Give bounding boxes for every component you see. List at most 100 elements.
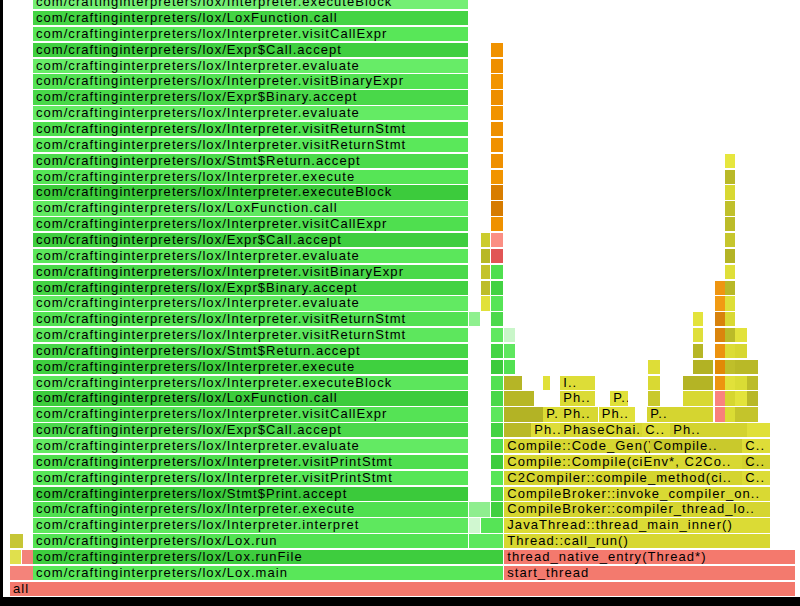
frame[interactable] <box>725 249 734 263</box>
frame[interactable]: com/craftinginterpreters/lox/Expr$Call.a… <box>33 43 468 57</box>
frame[interactable]: com/craftinginterpreters/lox/Interpreter… <box>33 249 468 263</box>
frame[interactable] <box>469 312 480 326</box>
frame[interactable] <box>491 360 504 374</box>
frame[interactable] <box>715 407 725 421</box>
frame[interactable] <box>504 376 521 390</box>
frame[interactable] <box>504 344 515 358</box>
frame[interactable] <box>648 360 659 374</box>
frame[interactable] <box>491 233 504 247</box>
frame[interactable]: thread_native_entry(Thread*) <box>504 550 794 564</box>
frame[interactable] <box>469 502 490 516</box>
frame[interactable]: CompileBroker::invoke_compiler_on.. <box>504 487 769 501</box>
frame[interactable] <box>491 328 504 342</box>
frame[interactable]: com/craftinginterpreters/lox/Interpreter… <box>33 27 468 41</box>
frame[interactable] <box>481 233 490 247</box>
frame[interactable]: com/craftinginterpreters/lox/Interpreter… <box>33 185 468 199</box>
frame[interactable]: com/craftinginterpreters/lox/Lox.runFile <box>33 550 503 564</box>
frame[interactable]: PhaseChai.. <box>560 423 641 437</box>
frame[interactable]: com/craftinginterpreters/lox/Interpreter… <box>33 122 468 136</box>
frame[interactable] <box>725 154 734 168</box>
frame[interactable]: Ph.. <box>599 407 635 421</box>
frame[interactable]: com/craftinginterpreters/lox/Expr$Call.a… <box>33 233 468 247</box>
frame[interactable]: Thread::call_run() <box>504 534 769 548</box>
frame[interactable]: com/craftinginterpreters/lox/Expr$Binary… <box>33 281 468 295</box>
frame[interactable]: Ph.. <box>560 407 598 421</box>
frame[interactable] <box>491 43 504 57</box>
frame[interactable] <box>725 281 734 295</box>
frame[interactable] <box>504 360 515 374</box>
frame[interactable]: com/craftinginterpreters/lox/Interpreter… <box>33 518 468 532</box>
frame[interactable] <box>725 217 734 231</box>
frame[interactable] <box>491 391 504 405</box>
frame[interactable]: com/craftinginterpreters/lox/Interpreter… <box>33 170 468 184</box>
frame[interactable]: com/craftinginterpreters/lox/Interpreter… <box>33 360 468 374</box>
frame[interactable]: Ph.. <box>670 423 746 437</box>
frame[interactable] <box>715 376 725 390</box>
frame[interactable] <box>491 59 504 73</box>
frame[interactable] <box>491 376 504 390</box>
frame[interactable] <box>648 376 659 390</box>
frame[interactable] <box>747 391 757 405</box>
frame[interactable] <box>469 534 503 548</box>
frame[interactable] <box>715 344 725 358</box>
frame[interactable]: com/craftinginterpreters/lox/LoxFunction… <box>33 391 468 405</box>
frame[interactable] <box>504 423 530 437</box>
frame[interactable]: C2Compiler::compile_method(ci.. <box>504 471 741 485</box>
frame[interactable] <box>491 502 504 516</box>
frame[interactable] <box>543 376 549 390</box>
frame[interactable] <box>715 328 725 342</box>
frame[interactable] <box>481 249 490 263</box>
frame[interactable]: Ph.. <box>531 423 559 437</box>
frame[interactable]: com/craftinginterpreters/lox/Interpreter… <box>33 439 468 453</box>
frame[interactable] <box>725 407 734 421</box>
frame[interactable] <box>481 296 490 310</box>
frame[interactable] <box>491 439 504 453</box>
frame[interactable] <box>491 265 504 279</box>
frame[interactable]: start_thread <box>504 566 794 580</box>
frame[interactable]: com/craftinginterpreters/lox/Interpreter… <box>33 502 468 516</box>
frame[interactable] <box>693 360 713 374</box>
frame[interactable] <box>725 233 734 247</box>
frame[interactable] <box>747 376 757 390</box>
frame[interactable] <box>491 281 504 295</box>
frame[interactable]: com/craftinginterpreters/lox/Interpreter… <box>33 106 468 120</box>
frame[interactable] <box>735 391 746 405</box>
frame[interactable]: com/craftinginterpreters/lox/Interpreter… <box>33 265 468 279</box>
frame[interactable]: com/craftinginterpreters/lox/Interpreter… <box>33 0 468 9</box>
frame[interactable] <box>491 217 504 231</box>
frame[interactable] <box>725 344 734 358</box>
frame[interactable]: P.. <box>610 391 627 405</box>
frame[interactable] <box>715 296 725 310</box>
frame[interactable]: com/craftinginterpreters/lox/Stmt$Print.… <box>33 487 468 501</box>
frame[interactable] <box>491 201 504 215</box>
frame[interactable] <box>693 312 703 326</box>
frame[interactable]: Compile::Code_Gen() <box>504 439 649 453</box>
frame[interactable]: com/craftinginterpreters/lox/Lox.run <box>33 534 468 548</box>
frame[interactable]: com/craftinginterpreters/lox/Expr$Binary… <box>33 90 468 104</box>
frame[interactable] <box>491 296 504 310</box>
frame[interactable]: com/craftinginterpreters/lox/Interpreter… <box>33 138 468 152</box>
frame[interactable] <box>725 170 734 184</box>
frame[interactable]: I.. <box>560 376 594 390</box>
frame[interactable]: com/craftinginterpreters/lox/Interpreter… <box>33 376 468 390</box>
frame[interactable] <box>504 391 533 405</box>
frame[interactable] <box>22 550 33 564</box>
frame[interactable] <box>10 534 23 548</box>
frame[interactable]: com/craftinginterpreters/lox/Interpreter… <box>33 471 468 485</box>
frame[interactable]: Compile::Compile(ciEnv*, C2Co.. <box>504 455 741 469</box>
frame[interactable] <box>735 344 746 358</box>
frame[interactable] <box>491 471 504 485</box>
frame[interactable] <box>725 185 734 199</box>
frame[interactable] <box>481 265 490 279</box>
frame[interactable] <box>491 407 504 421</box>
frame[interactable] <box>735 407 757 421</box>
frame[interactable] <box>491 423 504 437</box>
frame-all[interactable]: all <box>10 582 795 596</box>
frame[interactable] <box>491 487 504 501</box>
frame[interactable] <box>715 360 725 374</box>
frame[interactable] <box>715 281 725 295</box>
frame[interactable]: com/craftinginterpreters/lox/Interpreter… <box>33 328 468 342</box>
frame[interactable]: com/craftinginterpreters/lox/Interpreter… <box>33 407 468 421</box>
frame[interactable]: JavaThread::thread_main_inner() <box>504 518 769 532</box>
frame[interactable] <box>491 312 504 326</box>
